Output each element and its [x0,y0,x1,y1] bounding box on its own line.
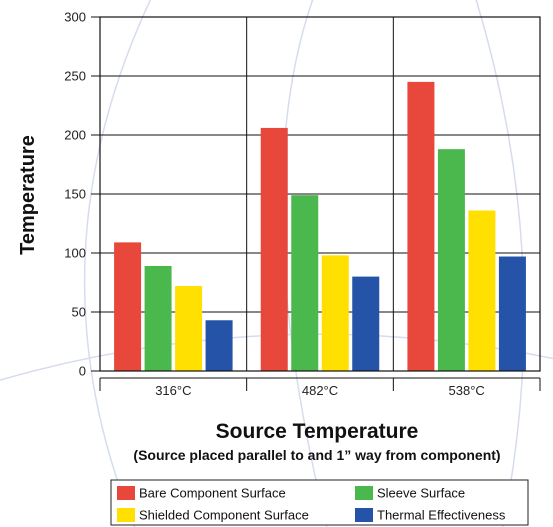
legend-label-1: Sleeve Surface [377,486,465,501]
y-tick-label-300: 300 [64,10,86,25]
bar-2-0 [407,81,435,372]
bar-0-3 [205,320,233,371]
legend-box [110,479,529,526]
legend-swatch-2 [117,508,135,522]
y-tick-label-0: 0 [79,364,86,379]
bar-0-1 [144,265,172,371]
bar-0-0 [114,242,142,371]
legend: Bare Component Surface Sleeve Surface Shie… [117,486,506,523]
x-tick-label-0: 316°C [155,383,191,398]
y-tick-label-100: 100 [64,246,86,261]
y-tick-label-50: 50 [72,305,86,320]
x-axis-label: Source Temperature [216,420,419,443]
bar-2-1 [437,149,465,371]
legend-label-2: Shielded Component Surface [139,508,309,523]
x-tick-label-1: 482°C [302,383,338,398]
chart-subtitle: (Source placed parallel to and 1” way fr… [133,447,500,463]
legend-swatch-0 [117,486,135,500]
bar-1-1 [291,195,319,371]
x-tick-label-2: 538°C [449,383,485,398]
y-tick-label-250: 250 [64,69,86,84]
legend-label-3: Thermal Effectiveness [377,508,506,523]
y-axis-ticks: 0 50 100 150 200 250 300 [64,10,100,379]
bars [114,81,526,372]
bar-0-2 [175,286,203,371]
bar-2-3 [498,256,526,371]
y-axis-label: Temperature [17,135,39,255]
decor-arc-0 [83,0,152,527]
legend-swatch-3 [355,508,373,522]
y-tick-label-200: 200 [64,128,86,143]
bar-1-0 [260,127,288,371]
legend-swatch-1 [355,486,373,500]
x-axis-ticks: 316°C 482°C 538°C [99,377,541,398]
legend-label-0: Bare Component Surface [139,486,286,501]
bar-2-2 [468,210,496,371]
y-tick-label-150: 150 [64,187,86,202]
bar-1-3 [352,276,380,371]
bar-1-2 [321,255,349,371]
